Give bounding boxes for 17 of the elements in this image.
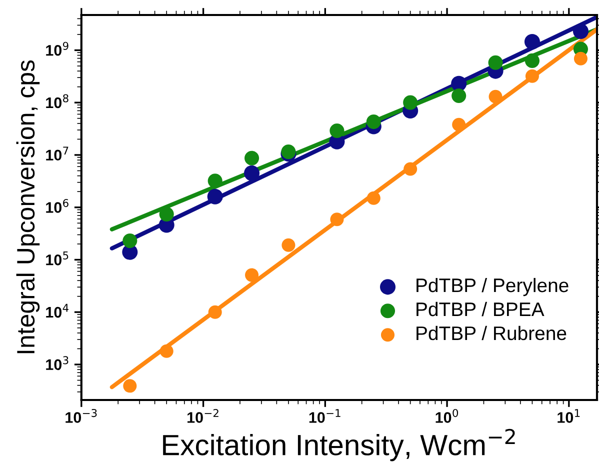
y-axis-title: Integral Upconversion, cps <box>16 60 40 354</box>
x-tick-label: 10$^{−2}$ <box>188 408 218 423</box>
x-tick-label: 10$^{−1}$ <box>309 409 340 423</box>
x-tick-label: 10$^{1}$ <box>558 409 580 423</box>
y-tick-label: 10$^{7}$ <box>46 146 68 161</box>
legend-label: PdTBP / Rubrene <box>416 326 566 340</box>
x-tick-label: 10$^{0}$ <box>436 408 458 423</box>
y-tick-label: 10$^{5}$ <box>46 252 68 266</box>
legend-label: PdTBP / Perylene <box>416 278 568 296</box>
legend-label: PdTBP / BPEA <box>416 302 544 316</box>
x-axis-title: Excitation Intensity, Wcm$^{−2}$ <box>163 428 515 462</box>
y-tick-label: 10$^{3}$ <box>46 356 68 370</box>
y-tick-label: 10$^{6}$ <box>46 198 68 213</box>
y-tick-label: 10$^{9}$ <box>46 42 68 56</box>
x-tick-label: 10$^{−3}$ <box>66 408 97 423</box>
y-tick-label: 10$^{8}$ <box>46 94 68 108</box>
y-tick-label: 10$^{4}$ <box>46 304 68 318</box>
